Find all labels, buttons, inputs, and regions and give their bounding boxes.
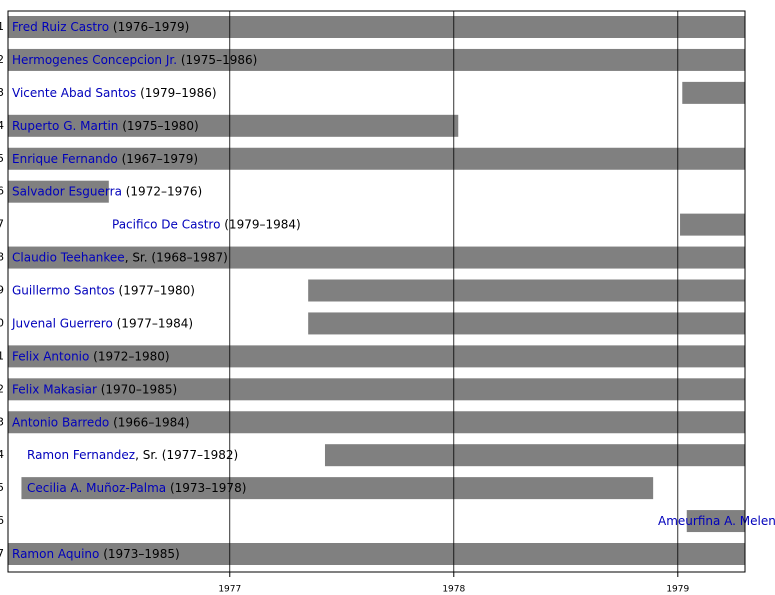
term: (1979–1986) <box>136 85 216 99</box>
row-label: Ramon Aquino (1973–1985) <box>12 547 180 561</box>
bar <box>324 444 745 467</box>
bar <box>686 510 745 533</box>
bar <box>21 477 654 500</box>
bar <box>682 81 745 104</box>
bar <box>308 312 745 335</box>
row-label: Guillermo Santos (1977–1980) <box>12 283 195 297</box>
person-name[interactable]: Enrique Fernando <box>12 151 118 165</box>
bar <box>8 48 745 71</box>
person-name[interactable]: Ameurfina A. Melenc <box>658 514 775 528</box>
bar <box>8 411 745 434</box>
y-tick-label: 1 <box>0 20 4 33</box>
y-tick-label: 8 <box>0 251 4 264</box>
y-tick-label: 9 <box>0 284 4 297</box>
term: (1977–1984) <box>113 316 193 330</box>
y-tick-label: 2 <box>0 53 4 66</box>
term: (1976–1979) <box>109 20 189 34</box>
row-label: Cecilia A. Muñoz-Palma (1973–1978) <box>27 481 246 495</box>
row-label: Ramon Fernandez, Sr. (1977–1982) <box>27 448 238 462</box>
bar <box>8 147 745 170</box>
row-label: Felix Antonio (1972–1980) <box>12 349 170 363</box>
term: (1975–1980) <box>118 118 198 132</box>
bar <box>8 543 745 565</box>
row-label: Pacifico De Castro (1979–1984) <box>112 217 301 231</box>
row-label: Juvenal Guerrero (1977–1984) <box>11 316 193 330</box>
row-label: Fred Ruiz Castro (1976–1979) <box>12 20 189 34</box>
term: (1972–1980) <box>89 349 169 363</box>
y-tick-label: 14 <box>0 448 4 461</box>
bar <box>680 213 745 236</box>
person-name[interactable]: Guillermo Santos <box>12 283 115 297</box>
person-name[interactable]: Ramon Aquino <box>12 547 99 561</box>
bar <box>8 16 745 38</box>
term: (1973–1985) <box>99 547 179 561</box>
person-name[interactable]: Juvenal Guerrero <box>11 316 113 330</box>
y-tick-label: 15 <box>0 481 4 494</box>
term: , Sr. (1977–1982) <box>135 448 238 462</box>
x-tick-label: 1977 <box>218 585 241 595</box>
bar <box>8 378 745 401</box>
term: (1966–1984) <box>109 415 189 429</box>
x-tick-label: 1978 <box>442 585 465 595</box>
row-label: Vicente Abad Santos (1979–1986) <box>12 85 217 99</box>
term: (1970–1985) <box>97 382 177 396</box>
person-name[interactable]: Claudio Teehankee <box>12 250 125 264</box>
person-name[interactable]: Pacifico De Castro <box>112 217 220 231</box>
bar <box>8 114 459 137</box>
y-tick-label: 7 <box>0 218 4 231</box>
term: (1967–1979) <box>118 151 198 165</box>
row-label: Enrique Fernando (1967–1979) <box>12 151 198 165</box>
bar <box>8 345 745 368</box>
term: (1979–1984) <box>220 217 300 231</box>
person-name[interactable]: Ramon Fernandez <box>27 448 135 462</box>
term: , Sr. (1968–1987) <box>125 250 228 264</box>
y-tick-label: 11 <box>0 349 4 362</box>
term: (1975–1986) <box>177 52 257 66</box>
term: (1977–1980) <box>115 283 195 297</box>
y-tick-label: 3 <box>0 86 4 99</box>
person-name[interactable]: Salvador Esguerra <box>12 184 122 198</box>
y-tick-label: 12 <box>0 382 4 395</box>
person-name[interactable]: Vicente Abad Santos <box>12 85 136 99</box>
x-tick-label: 1979 <box>666 585 689 595</box>
row-label: Hermogenes Concepcion Jr. (1975–1986) <box>12 52 257 66</box>
plot: Fred Ruiz Castro (1976–1979) Hermogenes C… <box>0 10 775 595</box>
row-label: Salvador Esguerra (1972–1976) <box>12 184 202 198</box>
person-name[interactable]: Cecilia A. Muñoz-Palma <box>27 481 166 495</box>
bar <box>8 180 109 203</box>
y-tick-label: 6 <box>0 185 4 198</box>
term: (1972–1976) <box>122 184 202 198</box>
row-label: Antonio Barredo (1966–1984) <box>12 415 190 429</box>
y-tick-label: 16 <box>0 514 4 527</box>
plot-frame <box>7 10 746 573</box>
y-tick-label: 17 <box>0 547 4 560</box>
person-name[interactable]: Hermogenes Concepcion Jr. <box>12 52 177 66</box>
y-tick-label: 13 <box>0 415 4 428</box>
row-label: Felix Makasiar (1970–1985) <box>12 382 177 396</box>
person-name[interactable]: Fred Ruiz Castro <box>12 20 109 34</box>
term: (1973–1978) <box>166 481 246 495</box>
y-tick-label: 5 <box>0 152 4 165</box>
row-label: Ameurfina A. Melenc <box>658 514 775 528</box>
person-name[interactable]: Antonio Barredo <box>12 415 109 429</box>
bar <box>308 279 745 302</box>
y-tick-label: 10 <box>0 316 4 329</box>
person-name[interactable]: Felix Makasiar <box>12 382 97 396</box>
person-name[interactable]: Ruperto G. Martin <box>12 118 118 132</box>
bar <box>8 246 745 269</box>
row-label: Claudio Teehankee, Sr. (1968–1987) <box>12 250 228 264</box>
row-label: Ruperto G. Martin (1975–1980) <box>12 118 199 132</box>
person-name[interactable]: Felix Antonio <box>12 349 89 363</box>
y-tick-label: 4 <box>0 119 4 132</box>
